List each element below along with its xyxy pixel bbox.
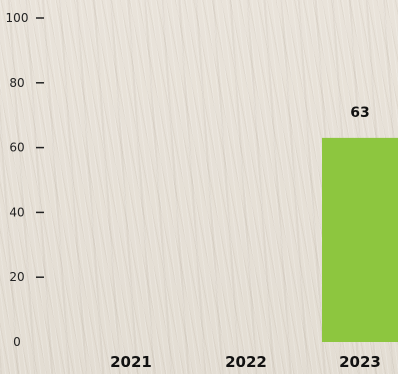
y-tick-label: 60	[9, 141, 24, 155]
y-tick-label: 100	[6, 11, 29, 25]
y-tick-label: 80	[9, 76, 24, 90]
bars: 63	[322, 105, 398, 342]
data-label-2023: 63	[350, 105, 369, 121]
bar-2023	[322, 137, 398, 342]
x-category-label: 2023	[339, 353, 381, 371]
y-axis: 0 20 40 60 80 100	[6, 11, 44, 349]
x-category-label: 2022	[225, 353, 267, 371]
y-tick-label: 40	[9, 205, 24, 219]
x-category-label: 2021	[110, 353, 152, 371]
y-tick-label: 0	[13, 335, 21, 349]
x-axis: 2021 2022 2023	[110, 353, 381, 371]
y-tick-label: 20	[9, 270, 24, 284]
